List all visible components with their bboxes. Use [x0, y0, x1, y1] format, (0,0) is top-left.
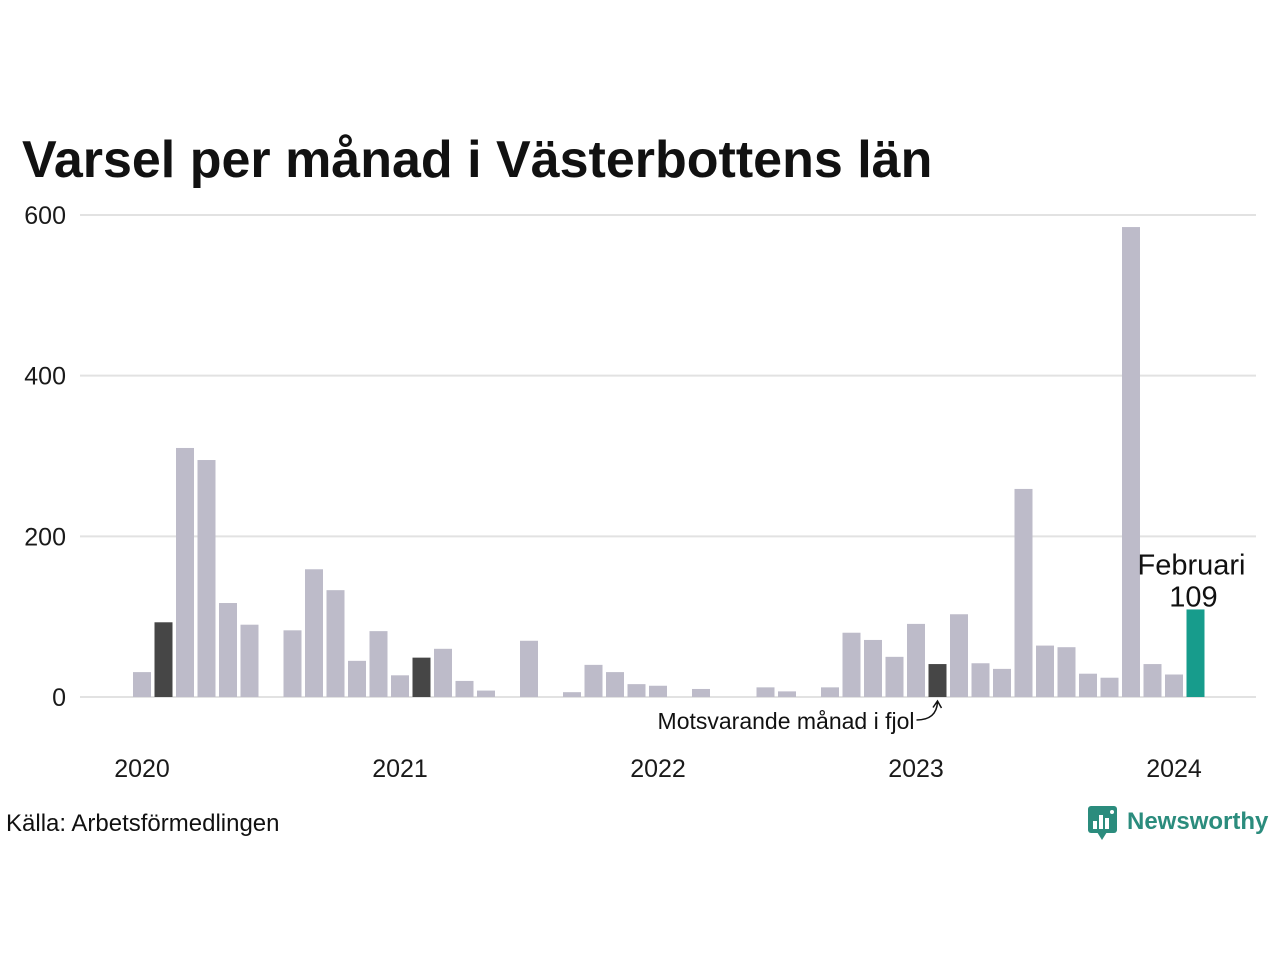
bar-2023-11 [1122, 227, 1140, 698]
bar-2021-12 [627, 684, 646, 697]
logo-bubble-tail [1097, 832, 1107, 840]
bar-2020-08 [283, 630, 302, 697]
bar-2021-07 [520, 640, 538, 697]
bar-2021-02 [412, 657, 431, 697]
bar-2024-01 [1165, 674, 1183, 697]
newsworthy-chart-bubble-icon [1088, 806, 1117, 840]
bar-2020-05 [219, 603, 237, 697]
logo-bar-1 [1093, 821, 1097, 829]
bar-2022-03 [692, 688, 710, 697]
bar-2021-10 [584, 664, 603, 697]
y-axis-tick-labels: 0 200 400 600 [24, 202, 66, 712]
bar-2020-09 [305, 569, 323, 697]
bar-2022-07 [778, 691, 796, 697]
x-tick-label: 2021 [372, 755, 428, 783]
bar-2023-04 [971, 663, 990, 697]
bar-2020-12 [369, 631, 388, 697]
bar-2024-02 [1186, 609, 1205, 697]
bar-2022-12 [885, 656, 904, 697]
bar-2020-04 [197, 460, 216, 697]
bar-2022-06 [756, 687, 775, 697]
bar-2020-06 [240, 624, 259, 697]
bar-2023-09 [1079, 673, 1097, 697]
y-tick-label: 200 [24, 523, 66, 551]
source-note: Källa: Arbetsförmedlingen [6, 810, 280, 837]
x-tick-label: 2023 [888, 755, 944, 783]
bar-2021-09 [563, 692, 581, 697]
x-tick-label: 2022 [630, 755, 686, 783]
bars [133, 227, 1205, 698]
bar-2023-05 [993, 668, 1011, 697]
bar-2020-01 [133, 672, 151, 697]
bar-2021-01 [391, 675, 409, 697]
y-tick-label: 400 [24, 363, 66, 391]
logo-bar-2 [1099, 815, 1103, 829]
y-tick-label: 600 [24, 202, 66, 230]
bar-2022-10 [842, 632, 861, 697]
bar-2021-05 [477, 690, 495, 697]
bar-2022-11 [864, 639, 882, 697]
annotations: Februari 109 Motsvarande månad i fjol [658, 549, 1246, 734]
logo-bar-3 [1105, 818, 1109, 829]
bar-2022-09 [821, 687, 839, 697]
bar-2021-04 [455, 680, 474, 697]
bar-2020-10 [326, 590, 345, 697]
newsworthy-logo: Newsworthy [1088, 806, 1269, 840]
y-tick-label: 0 [52, 684, 66, 712]
bar-2023-06 [1014, 488, 1033, 697]
annotation-current-month-label: Februari [1138, 549, 1246, 581]
bar-2023-01 [907, 623, 925, 697]
bar-2021-03 [434, 648, 452, 697]
bar-2023-03 [950, 614, 968, 697]
bar-2023-07 [1036, 645, 1054, 697]
bar-2023-12 [1143, 664, 1162, 697]
annotation-current-value: 109 [1169, 581, 1217, 613]
bar-2021-11 [606, 672, 624, 697]
bar-2020-11 [348, 660, 366, 697]
annotation-arrowhead [932, 699, 943, 709]
x-axis-tick-labels: 2020 2021 2022 2023 2024 [114, 755, 1202, 783]
bar-2023-02 [928, 664, 947, 697]
bar-2023-08 [1057, 647, 1076, 697]
newsworthy-logo-text: Newsworthy [1127, 808, 1269, 835]
annotation-previous-year-text: Motsvarande månad i fjol [658, 708, 915, 734]
x-tick-label: 2020 [114, 755, 170, 783]
annotation-arrow [916, 701, 939, 721]
bar-2023-10 [1100, 677, 1119, 697]
bar-2020-02 [154, 622, 173, 697]
bar-2022-01 [649, 685, 667, 697]
x-tick-label: 2024 [1146, 755, 1202, 783]
chart-title: Varsel per månad i Västerbottens län [22, 131, 932, 189]
bar-2020-03 [176, 447, 194, 697]
logo-dot [1110, 810, 1114, 814]
